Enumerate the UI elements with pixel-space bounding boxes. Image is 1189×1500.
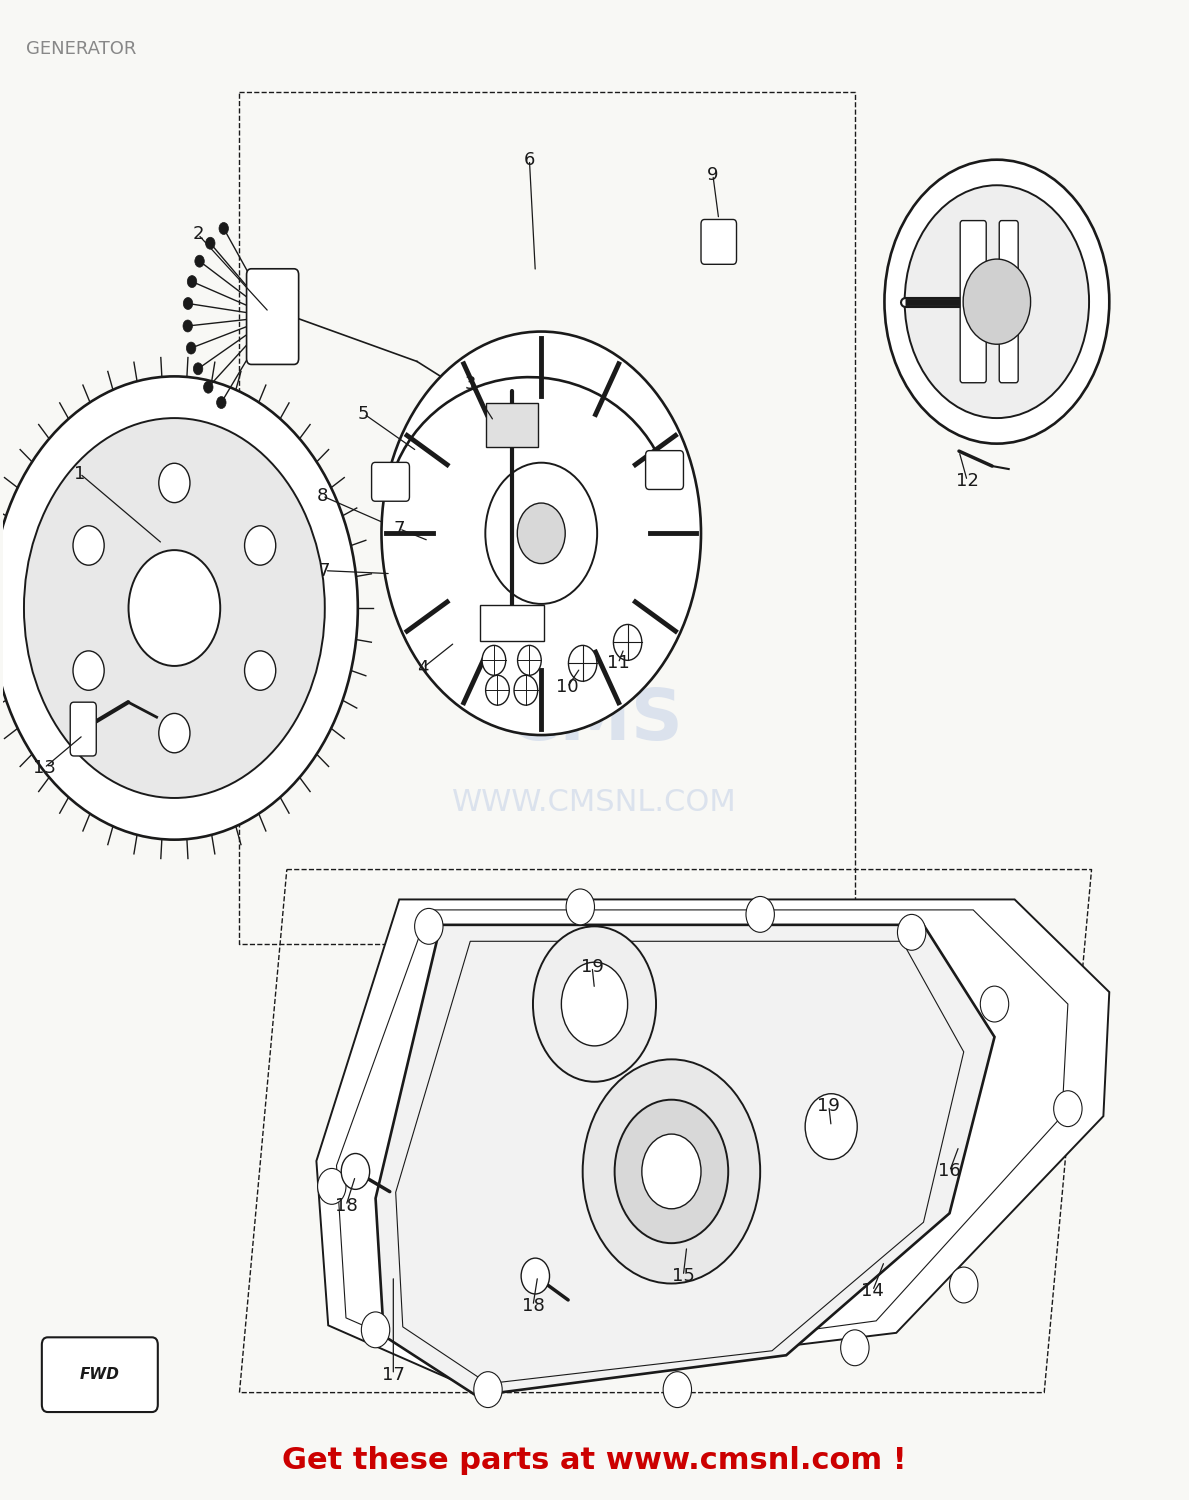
Text: 4: 4 [417,658,429,676]
Circle shape [203,381,213,393]
Polygon shape [316,900,1109,1384]
Text: 3: 3 [465,375,476,393]
Text: GENERATOR: GENERATOR [26,40,137,58]
Circle shape [517,503,565,564]
Circle shape [245,651,276,690]
FancyBboxPatch shape [372,462,409,501]
Circle shape [642,1134,702,1209]
Circle shape [216,396,226,408]
Circle shape [583,1059,760,1284]
FancyBboxPatch shape [485,404,537,447]
Circle shape [663,1371,692,1407]
Circle shape [517,645,541,675]
Text: 12: 12 [956,472,979,490]
Text: 18: 18 [334,1197,358,1215]
Circle shape [73,651,105,690]
Circle shape [521,1258,549,1294]
FancyBboxPatch shape [246,268,298,364]
FancyBboxPatch shape [42,1338,158,1412]
FancyBboxPatch shape [646,450,684,489]
Circle shape [183,320,193,332]
Circle shape [482,645,505,675]
Text: 18: 18 [522,1298,545,1316]
Circle shape [361,1312,390,1348]
Circle shape [568,645,597,681]
Circle shape [566,890,594,926]
Text: 7: 7 [394,520,405,538]
Circle shape [183,297,193,309]
Circle shape [159,464,190,503]
Text: 2: 2 [193,225,203,243]
Circle shape [24,419,325,798]
Text: 19: 19 [817,1096,841,1114]
Circle shape [159,714,190,753]
Text: 10: 10 [556,678,579,696]
Circle shape [0,376,358,840]
Text: WWW.CMSNL.COM: WWW.CMSNL.COM [452,788,737,818]
Circle shape [485,675,509,705]
Text: 16: 16 [938,1162,961,1180]
Text: FWD: FWD [80,1366,120,1382]
Text: 8: 8 [316,488,328,506]
Circle shape [194,363,203,375]
FancyBboxPatch shape [961,220,986,382]
Circle shape [514,675,537,705]
Circle shape [188,276,196,288]
Circle shape [195,255,205,267]
Circle shape [841,1330,869,1365]
Circle shape [898,915,926,951]
Text: 6: 6 [523,150,535,168]
Text: 7: 7 [319,561,331,579]
Circle shape [317,1168,346,1204]
Circle shape [187,342,196,354]
Circle shape [382,332,702,735]
Circle shape [980,986,1008,1022]
Text: 5: 5 [358,405,370,423]
FancyBboxPatch shape [479,604,543,640]
Circle shape [245,526,276,566]
Circle shape [533,927,656,1082]
Circle shape [341,1154,370,1190]
Circle shape [73,526,105,566]
Circle shape [905,184,1089,418]
FancyBboxPatch shape [70,702,96,756]
Circle shape [128,550,220,666]
FancyBboxPatch shape [702,219,736,264]
Text: 13: 13 [33,759,56,777]
Circle shape [561,962,628,1046]
Circle shape [1053,1090,1082,1126]
Circle shape [473,1371,502,1407]
Text: 9: 9 [707,165,718,183]
Text: 11: 11 [606,654,629,672]
Circle shape [805,1094,857,1160]
Polygon shape [376,926,994,1395]
Circle shape [963,260,1031,345]
Text: CMS: CMS [507,686,682,754]
Circle shape [885,159,1109,444]
Text: Get these parts at www.cmsnl.com !: Get these parts at www.cmsnl.com ! [282,1446,907,1474]
Text: 15: 15 [672,1268,694,1286]
FancyBboxPatch shape [999,220,1018,382]
Text: 1: 1 [74,465,86,483]
Text: 17: 17 [382,1365,404,1383]
Circle shape [615,1100,728,1244]
Circle shape [950,1268,977,1304]
Circle shape [746,897,774,933]
Circle shape [614,624,642,660]
Circle shape [485,462,597,604]
Circle shape [219,222,228,234]
Text: 19: 19 [580,957,604,975]
Circle shape [206,237,215,249]
Text: 14: 14 [861,1282,885,1300]
Circle shape [415,909,443,945]
